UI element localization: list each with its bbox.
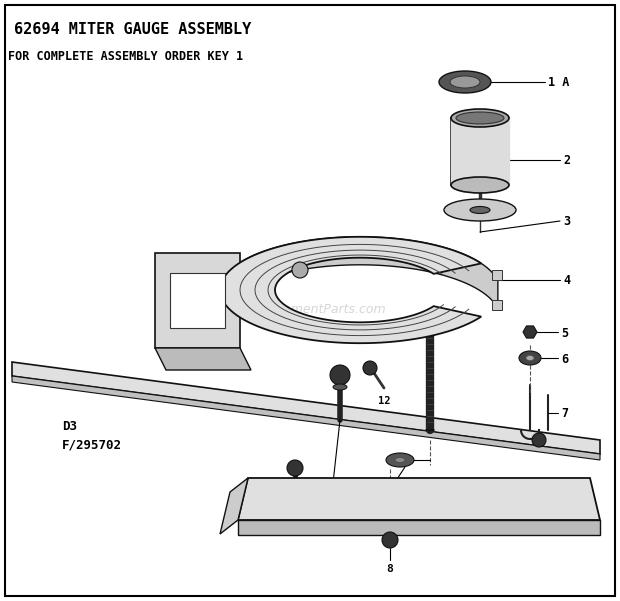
Ellipse shape [451,109,509,127]
Text: 1 A: 1 A [548,76,569,89]
Ellipse shape [439,71,491,93]
Text: 10: 10 [349,524,363,534]
Text: 5: 5 [561,327,568,340]
Ellipse shape [470,207,490,213]
Text: 4: 4 [563,274,570,287]
Polygon shape [12,362,600,454]
Ellipse shape [444,199,516,221]
Text: 3: 3 [563,215,570,228]
Polygon shape [155,253,240,348]
Polygon shape [238,478,600,520]
Ellipse shape [333,384,347,390]
Text: eReplacementParts.com: eReplacementParts.com [234,304,386,317]
Text: FOR COMPLETE ASSEMBLY ORDER KEY 1: FOR COMPLETE ASSEMBLY ORDER KEY 1 [8,50,243,63]
Polygon shape [238,520,600,535]
Ellipse shape [451,177,509,193]
Circle shape [287,460,303,476]
Text: 9: 9 [312,516,319,526]
Text: 12: 12 [378,396,391,406]
Text: 6: 6 [561,353,568,366]
Circle shape [330,365,350,385]
Text: D3
F/295702: D3 F/295702 [62,420,122,451]
Ellipse shape [395,457,405,463]
Polygon shape [220,478,248,534]
Text: 2: 2 [563,154,570,167]
Bar [492,300,502,310]
Polygon shape [220,237,481,343]
Polygon shape [155,348,251,370]
Polygon shape [12,376,600,460]
Ellipse shape [450,76,480,88]
Bar [170,273,225,328]
Circle shape [292,262,308,278]
Text: 7: 7 [561,407,568,420]
Bar [492,270,502,280]
Polygon shape [220,237,498,327]
Ellipse shape [526,356,534,361]
Circle shape [532,433,546,447]
Text: 11: 11 [261,524,275,534]
Ellipse shape [456,112,504,124]
Text: 62694 MITER GAUGE ASSEMBLY: 62694 MITER GAUGE ASSEMBLY [14,22,251,37]
Ellipse shape [519,351,541,365]
Text: 8: 8 [387,564,393,574]
Ellipse shape [386,453,414,467]
Circle shape [363,361,377,375]
Circle shape [382,532,398,548]
